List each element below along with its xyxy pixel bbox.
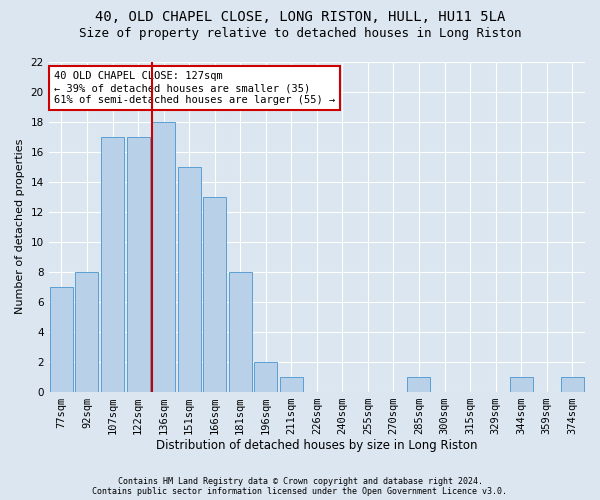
Text: Size of property relative to detached houses in Long Riston: Size of property relative to detached ho… bbox=[79, 28, 521, 40]
Bar bbox=[178, 166, 200, 392]
Text: Contains public sector information licensed under the Open Government Licence v3: Contains public sector information licen… bbox=[92, 487, 508, 496]
Bar bbox=[509, 376, 533, 392]
Bar bbox=[101, 136, 124, 392]
Y-axis label: Number of detached properties: Number of detached properties bbox=[15, 139, 25, 314]
Bar bbox=[561, 376, 584, 392]
Bar bbox=[280, 376, 303, 392]
Bar bbox=[50, 286, 73, 392]
Bar bbox=[203, 196, 226, 392]
Bar bbox=[229, 272, 252, 392]
Text: 40 OLD CHAPEL CLOSE: 127sqm
← 39% of detached houses are smaller (35)
61% of sem: 40 OLD CHAPEL CLOSE: 127sqm ← 39% of det… bbox=[54, 72, 335, 104]
Text: 40, OLD CHAPEL CLOSE, LONG RISTON, HULL, HU11 5LA: 40, OLD CHAPEL CLOSE, LONG RISTON, HULL,… bbox=[95, 10, 505, 24]
Bar bbox=[76, 272, 98, 392]
Bar bbox=[127, 136, 149, 392]
Text: Contains HM Land Registry data © Crown copyright and database right 2024.: Contains HM Land Registry data © Crown c… bbox=[118, 477, 482, 486]
Bar bbox=[407, 376, 430, 392]
Bar bbox=[152, 122, 175, 392]
Bar bbox=[254, 362, 277, 392]
X-axis label: Distribution of detached houses by size in Long Riston: Distribution of detached houses by size … bbox=[156, 440, 478, 452]
